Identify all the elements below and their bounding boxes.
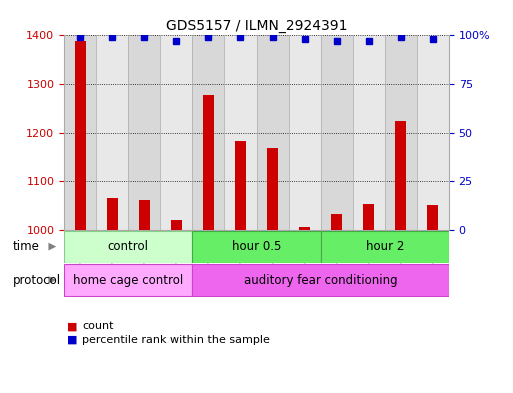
Text: ■: ■ [67,321,77,331]
Bar [256,35,288,230]
Text: count: count [82,321,113,331]
Text: hour 2: hour 2 [366,240,404,253]
Bar [139,200,150,230]
Text: ■: ■ [67,335,77,345]
Bar [225,35,256,230]
Bar [160,35,192,230]
Bar [74,41,86,230]
Text: time: time [13,240,40,253]
Bar [107,198,118,230]
FancyBboxPatch shape [64,264,192,296]
Bar [321,35,353,230]
Bar [288,35,321,230]
Bar [385,35,417,230]
Bar [427,205,439,230]
Text: percentile rank within the sample: percentile rank within the sample [82,335,270,345]
Bar [96,35,128,230]
Text: control: control [108,240,149,253]
Text: hour 0.5: hour 0.5 [232,240,281,253]
Bar [395,121,406,230]
Bar [363,204,374,230]
Bar [235,141,246,230]
Bar [417,35,449,230]
Bar [203,95,214,230]
Text: protocol: protocol [13,274,61,286]
Bar [192,35,225,230]
Bar [299,226,310,230]
Bar [64,35,96,230]
Text: auditory fear conditioning: auditory fear conditioning [244,274,398,286]
Bar [128,35,160,230]
FancyBboxPatch shape [192,231,321,263]
FancyBboxPatch shape [192,264,449,296]
FancyBboxPatch shape [64,231,192,263]
Bar [331,214,342,230]
Bar [267,148,278,230]
Bar [353,35,385,230]
FancyBboxPatch shape [321,231,449,263]
Title: GDS5157 / ILMN_2924391: GDS5157 / ILMN_2924391 [166,19,347,33]
Bar [171,220,182,230]
Text: home cage control: home cage control [73,274,183,286]
